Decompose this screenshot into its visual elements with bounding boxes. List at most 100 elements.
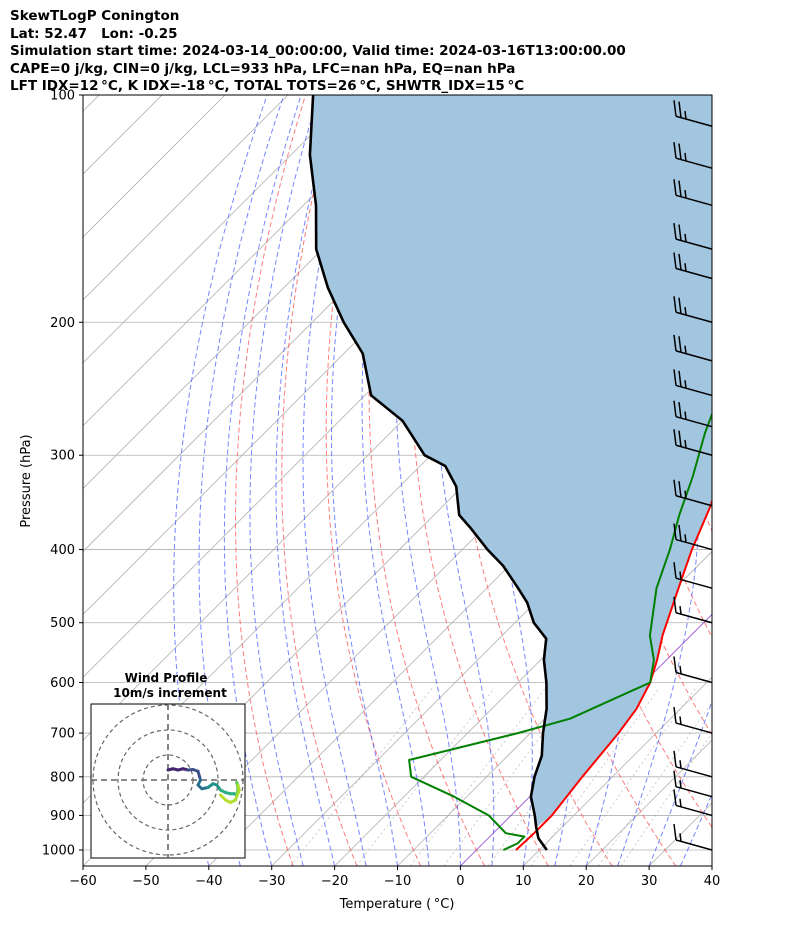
wind-barb-half-flag (684, 190, 687, 199)
wind-barb-flag (678, 524, 682, 542)
wind-barb-half-flag (684, 233, 687, 242)
cape-shaded-area (309, 95, 712, 828)
chart-title-block: SkewTLogP Conington Lat: 52.47 Lon: -0.2… (10, 8, 626, 96)
wind-barb (673, 596, 713, 624)
wind-barb-staff (675, 577, 713, 589)
wind-barb (673, 179, 713, 207)
wind-barb-half-flag (679, 798, 682, 807)
moist-adiabat (680, 793, 712, 866)
wind-barb-staff (675, 671, 713, 684)
wind-barb (673, 770, 713, 798)
wind-barb-half-flag (684, 345, 687, 354)
wind-barb-staff (675, 350, 713, 362)
wind-barb-half-flag (684, 380, 687, 389)
wind-barb-half-flag (679, 833, 682, 842)
wind-barb-flag (678, 180, 682, 197)
wind-barb-flag (673, 596, 677, 613)
wind-barb-flag (678, 430, 682, 447)
wind-barb-flag (673, 179, 677, 196)
wind-barb-staff (675, 722, 713, 734)
x-tick-label: 40 (704, 874, 721, 889)
y-tick-label: 500 (50, 616, 75, 631)
moist-adiabat (648, 699, 712, 866)
moist-adiabat (223, 95, 302, 866)
wind-barb-staff (675, 839, 713, 851)
moist-adiabat (249, 95, 320, 866)
wind-barb (673, 750, 713, 778)
wind-barb-staff (675, 415, 713, 428)
mixing-ratio-line (290, 687, 433, 866)
moist-adiabat (173, 95, 268, 866)
moist-adiabat (361, 95, 430, 866)
wind-barb (673, 789, 713, 817)
wind-barb-staff (675, 538, 713, 551)
isotherm-gridline (711, 865, 712, 866)
wind-barb-staff (675, 804, 713, 817)
dry-adiabat (762, 95, 794, 866)
moist-adiabat (744, 95, 794, 866)
wind-barb (673, 562, 713, 589)
wind-barb-staff (675, 115, 713, 127)
isotherm-gridline (83, 95, 352, 364)
isotherm-gridline (83, 95, 226, 238)
x-tick-label: −20 (321, 874, 348, 889)
mixing-ratio-line (598, 701, 712, 866)
wind-barb-staff (675, 785, 713, 798)
wind-barb-half-flag (684, 439, 687, 449)
wind-barb-flag (673, 770, 677, 787)
dry-adiabat (235, 95, 306, 866)
wind-barb-flag (673, 223, 677, 240)
wind-barb (673, 479, 713, 507)
y-axis-label: Pressure (hPa) (19, 434, 34, 527)
hodograph-title: Wind Profile (125, 671, 208, 685)
isotherm-gridline (83, 95, 289, 301)
wind-barb-flag (678, 297, 682, 314)
wind-barb-half-flag (679, 665, 682, 674)
wind-barb-half-flag (684, 411, 687, 420)
wind-barb-half-flag (679, 780, 682, 789)
wind-barb-flag (678, 143, 682, 160)
moist-adiabat (198, 95, 285, 866)
wind-barb (673, 823, 713, 851)
moist-adiabat (331, 95, 398, 866)
x-tick-label: 20 (578, 874, 595, 889)
y-tick-label: 300 (50, 449, 75, 464)
wind-barb-half-flag (684, 263, 687, 272)
dry-adiabat (281, 95, 358, 866)
wind-barb-flag (673, 523, 677, 540)
x-tick-label: −50 (132, 874, 159, 889)
hodograph-plot (91, 704, 245, 858)
wind-barb-flag (678, 401, 682, 419)
wind-barb-half-flag (684, 306, 687, 316)
wind-barb-flag (673, 400, 677, 417)
title-convective-indices: CAPE=0 j/kg, CIN=0 j/kg, LCL=933 hPa, LF… (10, 60, 516, 77)
moist-adiabat (617, 95, 700, 866)
dry-adiabat (729, 95, 794, 866)
isotherm-gridline (83, 95, 100, 112)
isotherm-gridline (83, 95, 414, 427)
wind-barb-flag (673, 789, 677, 806)
y-tick-label: 800 (50, 770, 75, 785)
isotherm-gridline (397, 550, 712, 866)
parcel-profile-line (308, 95, 548, 851)
wind-barb-half-flag (684, 110, 687, 120)
isotherm-gridline (523, 676, 712, 866)
y-tick-label: 900 (50, 809, 75, 824)
y-tick-label: 1000 (42, 844, 75, 859)
wind-barb-staff (675, 194, 713, 207)
wind-barb-staff (675, 495, 713, 507)
temperature-profile-line (515, 498, 712, 851)
x-tick-label: −60 (69, 874, 96, 889)
wind-barb (673, 369, 713, 397)
wind-barb-flag (673, 252, 677, 269)
cape-area-layer (309, 95, 712, 828)
wind-barb-staff (675, 311, 713, 324)
wind-barb-flag (678, 370, 682, 387)
hodograph-segment (234, 788, 241, 802)
wind-barb-half-flag (679, 760, 682, 769)
wind-barb (673, 223, 713, 250)
moist-adiabat (711, 864, 712, 866)
wind-barb-flag (678, 336, 682, 353)
moist-adiabat (275, 95, 338, 866)
wind-barb-flag (673, 296, 677, 313)
